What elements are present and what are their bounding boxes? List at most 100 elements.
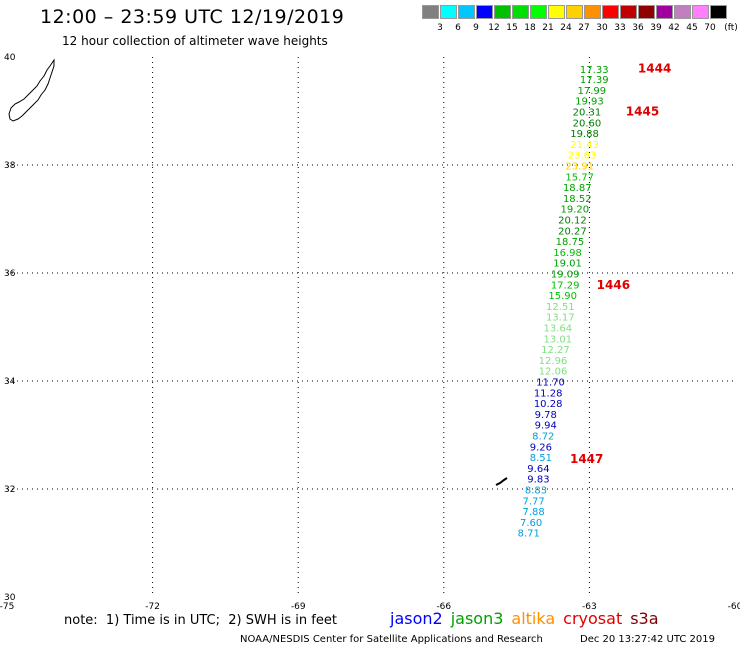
color-scale-label: 36 bbox=[632, 23, 644, 33]
swh-observations: 17.3317.3917.9919.9320.3120.6019.8821.43… bbox=[518, 65, 609, 540]
pass-time-label: 1446 bbox=[597, 278, 630, 292]
lat-tick-label: 40 bbox=[4, 53, 16, 63]
color-scale-swatch bbox=[548, 5, 565, 19]
color-scale-label: 27 bbox=[578, 23, 590, 33]
color-scale-label: 45 bbox=[686, 23, 698, 33]
swh-value: 18.75 bbox=[556, 237, 585, 248]
color-scale-label: 70 bbox=[704, 23, 716, 33]
swh-value: 20.12 bbox=[558, 216, 587, 227]
color-scale-label: 9 bbox=[473, 23, 479, 33]
swh-value: 9.94 bbox=[535, 421, 557, 432]
color-scale-swatch bbox=[674, 5, 691, 19]
swh-value: 8.51 bbox=[530, 453, 552, 464]
lon-tick-label: -75 bbox=[0, 602, 14, 612]
color-scale-swatch bbox=[530, 5, 547, 19]
swh-value: 17.29 bbox=[551, 280, 580, 291]
color-scale-swatch bbox=[620, 5, 637, 19]
bermuda-island bbox=[495, 477, 508, 486]
swh-value: 17.33 bbox=[580, 65, 609, 76]
swh-value: 12.06 bbox=[539, 367, 568, 378]
map-title: 12:00 – 23:59 UTC 12/19/2019 bbox=[40, 6, 345, 28]
satellite-legend-entry: jason2 bbox=[390, 609, 443, 628]
map-subtitle: 12 hour collection of altimeter wave hei… bbox=[62, 34, 328, 48]
lat-tick-label: 36 bbox=[4, 269, 16, 279]
swh-value: 8.72 bbox=[532, 432, 554, 443]
swh-value: 7.77 bbox=[522, 496, 544, 507]
swh-value: 11.28 bbox=[534, 388, 563, 399]
swh-value: 21.43 bbox=[570, 140, 599, 151]
satellite-legend: jason2 jason3 altika cryosat s3a bbox=[390, 609, 667, 628]
color-scale-label: 3 bbox=[437, 23, 443, 33]
color-scale-label: 15 bbox=[506, 23, 518, 33]
swh-value: 20.60 bbox=[573, 118, 602, 129]
pass-time-label: 1444 bbox=[638, 61, 671, 75]
lat-tick-label: 38 bbox=[4, 161, 16, 171]
satellite-legend-entry: jason3 bbox=[450, 609, 504, 628]
color-scale-label: 6 bbox=[455, 23, 461, 33]
pass-time-label: 1447 bbox=[570, 452, 603, 466]
footer-credit: NOAA/NESDIS Center for Satellite Applica… bbox=[240, 634, 543, 645]
swh-value: 19.01 bbox=[553, 259, 582, 270]
swh-value: 13.01 bbox=[544, 334, 573, 345]
swh-value: 20.31 bbox=[573, 108, 602, 119]
color-scale-label: 24 bbox=[560, 23, 572, 33]
color-scale-swatch bbox=[422, 5, 439, 19]
swh-value: 19.09 bbox=[551, 270, 580, 281]
swh-value: 20.27 bbox=[558, 226, 587, 237]
swh-value: 19.88 bbox=[570, 129, 599, 140]
lat-tick-label: 34 bbox=[4, 377, 16, 387]
lon-tick-label: -60 bbox=[728, 602, 740, 612]
swh-value: 17.99 bbox=[578, 86, 607, 97]
footer-timestamp: Dec 20 13:27:42 UTC 2019 bbox=[580, 634, 715, 645]
color-scale-label: 18 bbox=[524, 23, 536, 33]
swh-value: 9.26 bbox=[530, 442, 552, 453]
color-scale-unit: (ft) bbox=[724, 23, 738, 33]
swh-value: 9.64 bbox=[527, 464, 549, 475]
swh-value: 23.63 bbox=[568, 151, 597, 162]
swh-value: 18.52 bbox=[563, 194, 592, 205]
swh-value: 18.87 bbox=[563, 183, 592, 194]
lon-tick-label: -63 bbox=[582, 602, 597, 612]
color-scale-swatch bbox=[440, 5, 457, 19]
color-scale-swatch bbox=[692, 5, 709, 19]
lat-tick-label: 30 bbox=[4, 593, 16, 603]
color-scale-swatch bbox=[638, 5, 655, 19]
color-scale-swatch bbox=[476, 5, 493, 19]
swh-value: 13.64 bbox=[544, 324, 573, 335]
swh-value: 9.83 bbox=[527, 475, 549, 486]
axis-tick-labels: -75 -72 -69 -66 -63 -60 40 38 36 34 32 30 bbox=[0, 53, 740, 612]
color-scale-swatch bbox=[494, 5, 511, 19]
pass-time-labels: 1444 1445 1446 1447 bbox=[570, 61, 671, 465]
map-gridlines bbox=[7, 57, 735, 597]
lon-tick-label: -69 bbox=[291, 602, 306, 612]
swh-value: 12.96 bbox=[539, 356, 568, 367]
swh-value: 19.93 bbox=[575, 97, 604, 108]
satellite-legend-entry: cryosat bbox=[563, 609, 623, 628]
swh-value: 19.20 bbox=[561, 205, 590, 216]
swh-value: 10.28 bbox=[534, 399, 563, 410]
color-scale-label: 30 bbox=[596, 23, 608, 33]
color-scale-label: 42 bbox=[668, 23, 680, 33]
color-scale-swatch bbox=[710, 5, 727, 19]
color-scale-swatch bbox=[602, 5, 619, 19]
lon-tick-label: -66 bbox=[436, 602, 451, 612]
lon-tick-label: -72 bbox=[145, 602, 160, 612]
color-scale-label: 33 bbox=[614, 23, 626, 33]
units-note: note: 1) Time is in UTC; 2) SWH is in fe… bbox=[64, 613, 337, 628]
color-scale-swatch bbox=[458, 5, 475, 19]
swh-value: 12.51 bbox=[546, 302, 575, 313]
swh-value: 8.83 bbox=[525, 486, 547, 497]
satellite-legend-entry: s3a bbox=[630, 609, 659, 628]
color-scale-label: 21 bbox=[542, 23, 554, 33]
color-scale-swatch bbox=[656, 5, 673, 19]
color-scale-swatch bbox=[512, 5, 529, 19]
color-scale-swatch bbox=[566, 5, 583, 19]
swh-value: 11.70 bbox=[536, 378, 565, 389]
pass-time-label: 1445 bbox=[626, 105, 659, 119]
swh-value: 9.78 bbox=[535, 410, 557, 421]
satellite-legend-entry: altika bbox=[511, 609, 556, 628]
swh-value: 12.27 bbox=[541, 345, 570, 356]
swh-value: 23.91 bbox=[565, 162, 594, 173]
swh-value: 16.98 bbox=[553, 248, 582, 259]
swh-value: 7.60 bbox=[520, 518, 542, 529]
